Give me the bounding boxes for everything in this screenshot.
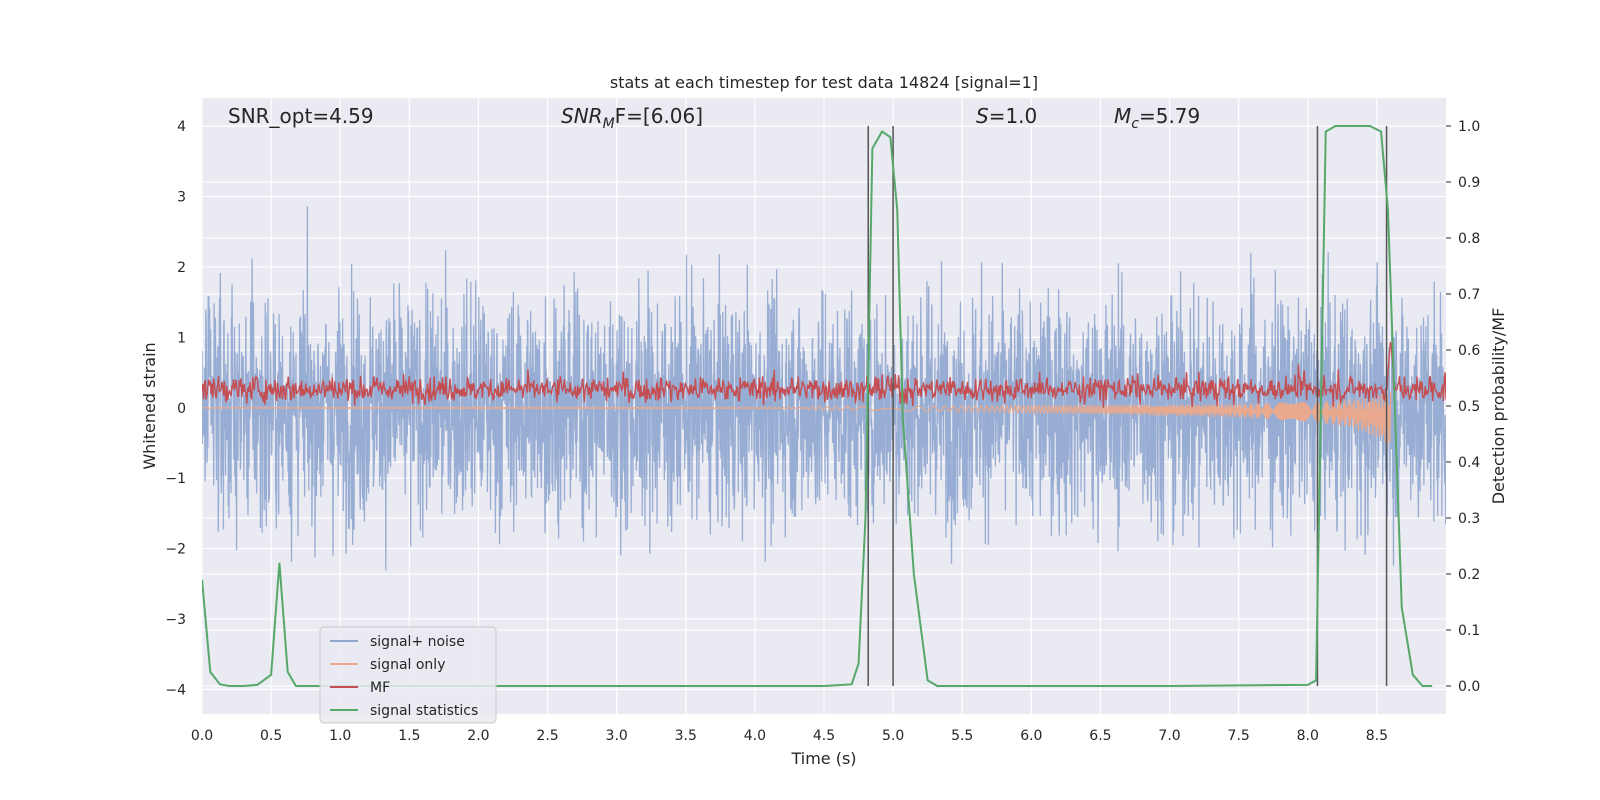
x-tick-label: 6.0 [1020,728,1042,744]
x-tick-label: 3.5 [675,728,697,744]
y-tick-label-right: 0.7 [1458,287,1480,303]
x-tick-label: 1.5 [398,728,420,744]
x-tick-label: 7.0 [1158,728,1180,744]
y-tick-label-right: 0.9 [1458,175,1480,191]
y-tick-label-right: 0.1 [1458,623,1480,639]
signal-only-line [202,391,1392,445]
y-tick-label-right: 0.4 [1458,455,1480,471]
annotation-mc: Mc=5.79 [1114,104,1200,132]
annotation-snr-opt: SNR_opt=4.59 [228,104,374,128]
legend-label-signal-only: signal only [370,657,445,673]
legend-label-signal-statistics: signal statistics [370,703,478,719]
x-tick-label: 4.5 [813,728,835,744]
y-tick-label-right: 0.2 [1458,567,1480,583]
x-tick-label: 2.0 [467,728,489,744]
y-tick-label-right: 0.0 [1458,679,1480,695]
y-tick-label-right: 0.6 [1458,343,1480,359]
x-tick-label: 3.0 [606,728,628,744]
annotation-s: S=1.0 [976,104,1037,128]
x-tick-label: 5.0 [882,728,904,744]
y-tick-label-right: 0.3 [1458,511,1480,527]
x-axis-label: Time (s) [790,749,856,768]
x-tick-label: 0.5 [260,728,282,744]
y-axis-right-ticks: 1.0 0.9 0.8 0.7 0.6 0.5 0.4 0.3 0.2 0.1 0.0 [1446,119,1480,695]
y-axis-label: Whitened strain [140,342,159,469]
y-tick-label: −4 [165,682,186,698]
annotation-snr-mf: SNRMF=[6.06] [561,104,703,132]
x-tick-label: 8.5 [1366,728,1388,744]
legend-label-mf: MF [370,680,390,696]
y-tick-label: −1 [165,471,186,487]
legend-label-signal-noise: signal+ noise [370,634,465,650]
y-tick-label: 3 [177,190,186,206]
x-tick-label: 1.0 [329,728,351,744]
series-signal-only [202,391,1392,445]
series-mf [202,341,1446,408]
y-axis-ticks: 4 3 2 1 0 −1 −2 −3 −4 [165,119,186,698]
y-tick-label: 4 [177,119,186,135]
y-tick-label-right: 0.8 [1458,231,1480,247]
series-signal-statistics [202,125,1433,687]
y-axis-right-label: Detection probability/MF [1489,308,1508,505]
mf-line [202,341,1446,408]
plot-area [202,125,1446,687]
x-axis-ticks: 0.0 0.5 1.0 1.5 2.0 2.5 3.0 3.5 4.0 4.5 5.0 5.5 6.0 6… [191,728,1388,744]
y-tick-label: −2 [165,542,186,558]
x-tick-label: 2.5 [536,728,558,744]
x-tick-label: 7.5 [1228,728,1250,744]
x-tick-label: 5.5 [951,728,973,744]
legend: signal+ noise signal only MF signal stat… [319,626,497,724]
x-tick-label: 4.0 [744,728,766,744]
signal-statistics-line [202,125,1433,687]
y-tick-label: 2 [177,260,186,276]
y-tick-label: 1 [177,330,186,346]
x-tick-label: 6.5 [1089,728,1111,744]
y-tick-label: 0 [177,401,186,417]
y-tick-label-right: 0.5 [1458,399,1480,415]
x-tick-label: 8.0 [1297,728,1319,744]
chart-title: stats at each timestep for test data 148… [610,73,1038,92]
legend-box [319,626,497,724]
y-tick-label: −3 [165,612,186,628]
x-tick-label: 0.0 [191,728,213,744]
y-tick-label-right: 1.0 [1458,119,1480,135]
